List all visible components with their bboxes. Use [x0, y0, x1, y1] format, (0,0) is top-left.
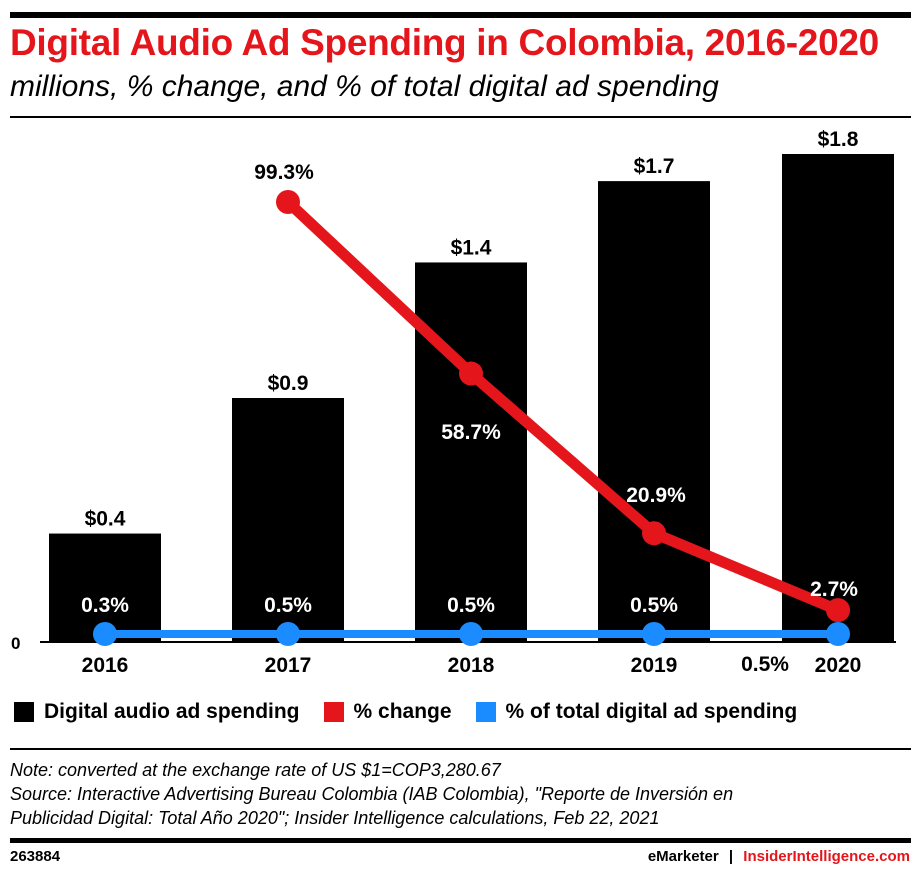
share-point [93, 622, 117, 646]
x-tick-label: 2016 [82, 654, 129, 677]
x-tick-label: 2019 [631, 654, 678, 677]
note-line: Note: converted at the exchange rate of … [10, 760, 501, 780]
change-label: 58.7% [441, 421, 501, 444]
change-point [276, 190, 300, 214]
share-label: 0.5% [741, 653, 789, 676]
change-line [282, 196, 844, 616]
legend-item-bar: Digital audio ad spending [14, 700, 300, 724]
chart-subtitle: millions, % change, and % of total digit… [10, 70, 719, 103]
share-point [826, 622, 850, 646]
legend-label-bar: Digital audio ad spending [44, 700, 300, 723]
bar-value-label: $0.9 [268, 372, 309, 395]
share-label: 0.3% [81, 594, 129, 617]
change-label: 20.9% [626, 484, 686, 507]
y-tick-label: 0 [11, 634, 20, 653]
bar [598, 181, 710, 642]
legend-swatch-share [475, 702, 496, 722]
legend: Digital audio ad spending % change % of … [14, 700, 821, 724]
chart-title: Digital Audio Ad Spending in Colombia, 2… [10, 22, 879, 63]
top-rule [10, 12, 911, 18]
bar-value-label: $1.8 [818, 128, 859, 151]
brand-separator: | [728, 848, 734, 865]
chart-id: 263884 [10, 848, 61, 865]
x-tick-label: 2018 [448, 654, 495, 677]
share-label: 0.5% [630, 594, 678, 617]
legend-swatch-change [323, 702, 344, 722]
legend-item-change: % change [323, 700, 452, 724]
bar-value-label: $1.7 [634, 155, 675, 178]
brand-emarketer: eMarketer [647, 848, 719, 865]
change-label: 99.3% [254, 161, 314, 184]
legend-label-share: % of total digital ad spending [505, 700, 798, 723]
note-block: Note: converted at the exchange rate of … [10, 758, 733, 830]
share-label: 0.5% [264, 594, 312, 617]
change-point [459, 361, 483, 386]
footer-brand: eMarketer | InsiderIntelligence.com [648, 848, 910, 865]
brand-insider-intelligence: InsiderIntelligence.com [743, 848, 910, 865]
x-tick-label: 2017 [265, 654, 312, 677]
share-label: 0.5% [447, 594, 495, 617]
chart-area: $0.4 $0.9 $1.4 $1.7 $1.8 0 2016 2017 2018 2019 202… [11, 128, 896, 677]
legend-swatch-bar [14, 702, 34, 722]
legend-item-share: % of total digital ad spending [475, 700, 798, 724]
legend-label-change: % change [353, 700, 452, 723]
footer-rule [10, 838, 911, 843]
change-label: 2.7% [810, 578, 858, 601]
share-point [642, 622, 666, 646]
bar-value-label: $1.4 [451, 236, 492, 259]
bar [415, 262, 527, 642]
note-rule [10, 748, 911, 750]
change-point [642, 521, 666, 546]
source-line-continued: Publicidad Digital: Total Año 2020"; Ins… [10, 808, 660, 828]
bar [782, 154, 894, 642]
bar [232, 398, 344, 642]
share-point [459, 622, 483, 646]
change-point [826, 598, 850, 623]
header-rule [10, 116, 911, 118]
source-line: Source: Interactive Advertising Bureau C… [10, 784, 734, 804]
x-tick-label: 2020 [815, 654, 862, 677]
bar-value-label: $0.4 [85, 508, 126, 531]
share-point [276, 622, 300, 646]
